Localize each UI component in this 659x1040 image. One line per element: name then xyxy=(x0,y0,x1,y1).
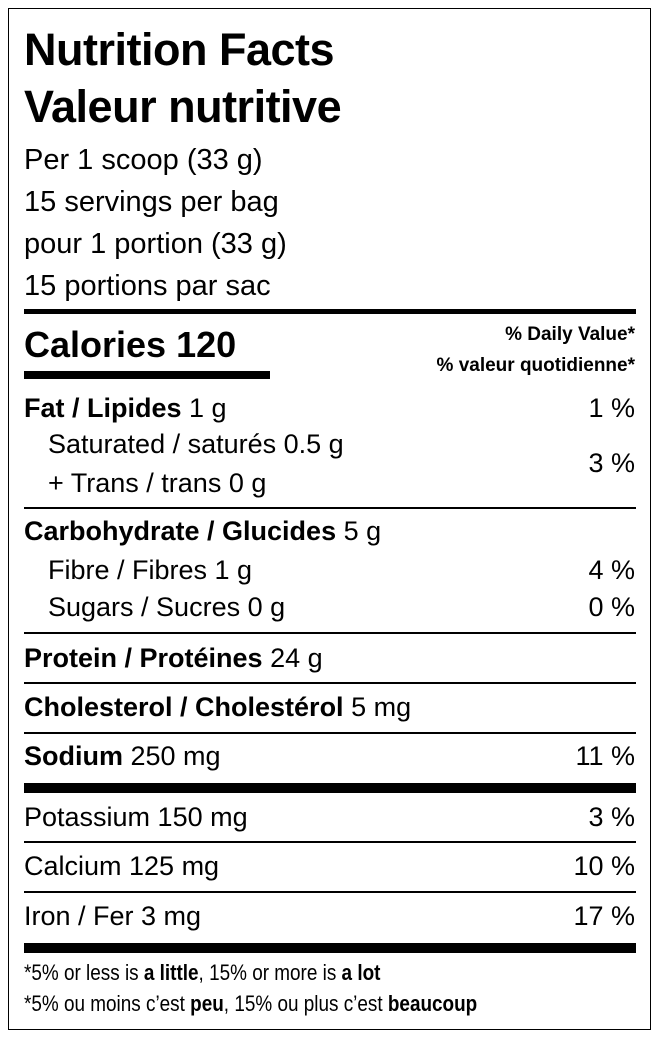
divider xyxy=(24,632,636,634)
carb-label: Carbohydrate / Glucides xyxy=(24,516,337,546)
cholesterol-label: Cholesterol / Cholestérol xyxy=(24,692,344,722)
fibre-row: Fibre / Fibres 1 g xyxy=(48,555,253,585)
cholesterol-amount: 5 mg xyxy=(343,692,412,722)
servings-per-container-en: 15 servings per bag xyxy=(24,186,279,218)
sat-trans-pct: 3 % xyxy=(588,448,635,478)
title-fr: Valeur nutritive xyxy=(24,81,342,132)
calcium-row: Calcium 125 mg xyxy=(24,851,220,881)
footnote-emphasis: beaucoup xyxy=(387,991,478,1016)
divider-thick xyxy=(24,943,636,953)
iron-row: Iron / Fer 3 mg xyxy=(24,901,202,931)
carb-row: Carbohydrate / Glucides 5 g xyxy=(24,518,381,545)
calcium-pct: 10 % xyxy=(573,851,635,881)
footnote-en: *5% or less is a little, 15% or more is … xyxy=(24,962,380,984)
footnote-text: , 15% ou plus c’est xyxy=(223,991,388,1016)
protein-row: Protein / Protéines 24 g xyxy=(24,645,323,672)
daily-value-header-en: % Daily Value* xyxy=(505,324,635,345)
footnote-fr: *5% ou moins c’est peu, 15% ou plus c’es… xyxy=(24,993,477,1015)
cholesterol-row: Cholesterol / Cholestérol 5 mg xyxy=(24,694,411,721)
sodium-pct: 11 % xyxy=(575,741,635,771)
divider-thick xyxy=(24,309,636,314)
fibre-pct: 4 % xyxy=(588,555,635,585)
nutrition-label-border xyxy=(8,8,651,1030)
fat-pct: 1 % xyxy=(588,393,635,423)
footnote-emphasis: peu xyxy=(190,991,224,1016)
sugars-row: Sugars / Sucres 0 g xyxy=(48,592,286,622)
daily-value-header-fr: % valeur quotidienne* xyxy=(436,355,635,376)
footnote-text: *5% or less is xyxy=(24,960,144,985)
carb-amount: 5 g xyxy=(336,516,382,546)
sodium-row: Sodium 250 mg xyxy=(24,743,221,770)
footnote-text: , 15% or more is xyxy=(198,960,342,985)
fat-amount: 1 g xyxy=(181,393,227,423)
sodium-label: Sodium xyxy=(24,741,123,771)
divider-thick xyxy=(24,783,636,793)
divider xyxy=(24,507,636,509)
protein-amount: 24 g xyxy=(262,643,323,673)
calories: Calories 120 xyxy=(24,324,237,365)
iron-pct: 17 % xyxy=(573,901,635,931)
potassium-pct: 3 % xyxy=(588,802,635,832)
fat-row: Fat / Lipides 1 g xyxy=(24,395,227,422)
protein-label: Protein / Protéines xyxy=(24,643,263,673)
saturated-row: Saturated / saturés 0.5 g xyxy=(48,429,344,459)
potassium-row: Potassium 150 mg xyxy=(24,802,248,832)
title-en: Nutrition Facts xyxy=(24,24,335,75)
divider xyxy=(24,891,636,893)
divider xyxy=(24,841,636,843)
footnote-emphasis: a lot xyxy=(341,960,381,985)
divider xyxy=(24,732,636,734)
serving-size-en: Per 1 scoop (33 g) xyxy=(24,144,263,176)
footnote-text: *5% ou moins c’est xyxy=(24,991,191,1016)
divider xyxy=(24,682,636,684)
fat-label: Fat / Lipides xyxy=(24,393,182,423)
serving-size-fr: pour 1 portion (33 g) xyxy=(24,228,287,260)
sodium-amount: 250 mg xyxy=(123,741,221,771)
trans-row: + Trans / trans 0 g xyxy=(48,468,267,498)
calories-underline xyxy=(24,371,270,379)
servings-per-container-fr: 15 portions par sac xyxy=(24,270,271,302)
sugars-pct: 0 % xyxy=(588,592,635,622)
footnote-emphasis: a little xyxy=(143,960,199,985)
